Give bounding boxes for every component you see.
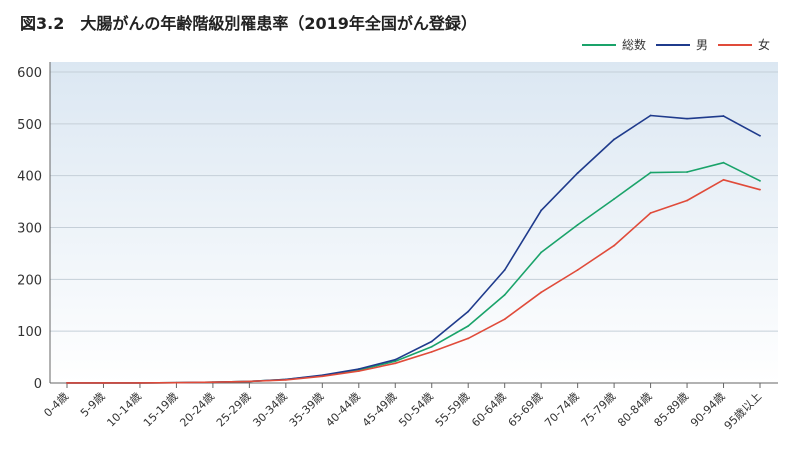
- x-tick-label: 70-74歳: [542, 390, 582, 430]
- x-tick-label: 65-69歳: [506, 390, 546, 430]
- data-point: [540, 251, 543, 254]
- data-point: [66, 382, 68, 384]
- data-point: [649, 212, 652, 214]
- y-axis: 0 100 200 300 400 500 600: [17, 62, 51, 392]
- x-tick-label: 25-29歳: [214, 390, 254, 430]
- data-point: [722, 178, 725, 181]
- data-point: [759, 188, 761, 191]
- data-point: [759, 179, 761, 182]
- data-point: [686, 199, 688, 202]
- data-point: [503, 293, 506, 296]
- data-point: [722, 161, 725, 164]
- x-tick-label: 45-49歳: [360, 390, 400, 430]
- gridlines: [50, 71, 778, 384]
- legend-label-female: 女: [757, 38, 770, 52]
- chart-title: 図3.2 大腸がんの年齢階級別罹患率（2019年全国がん登録）: [20, 14, 477, 33]
- y-tick-label: 500: [17, 118, 42, 133]
- x-tick-label: 80-84歳: [615, 390, 655, 430]
- data-point: [686, 117, 688, 120]
- data-point: [357, 368, 360, 370]
- x-tick-label: 85-89歳: [652, 390, 692, 430]
- legend-label-male: 男: [695, 38, 708, 52]
- y-tick-label: 400: [17, 170, 42, 185]
- data-point: [430, 345, 433, 348]
- x-tick-label: 20-24歳: [177, 390, 217, 430]
- data-point: [394, 360, 397, 363]
- data-point: [211, 381, 214, 384]
- x-tick-label: 15-19歳: [141, 390, 181, 430]
- data-point: [284, 378, 287, 381]
- y-tick-label: 300: [17, 222, 42, 237]
- x-tick-label: 75-79歳: [579, 390, 619, 430]
- data-point: [248, 380, 251, 383]
- x-tick-label: 0-4歳: [41, 390, 71, 420]
- x-axis: 0-4歳 5-9歳10-14歳15-19歳20-24歳25-29歳30-34歳35…: [41, 383, 764, 432]
- data-point: [139, 381, 141, 384]
- data-point: [649, 171, 652, 174]
- legend-swatch-male: [655, 43, 690, 46]
- data-point: [503, 269, 506, 271]
- data-point: [759, 134, 761, 137]
- x-tick-label: 50-54歳: [396, 390, 436, 430]
- data-point: [467, 337, 470, 340]
- data-point: [576, 269, 579, 271]
- data-point: [540, 291, 543, 294]
- x-tick-label: 30-34歳: [250, 390, 290, 430]
- data-point: [722, 115, 725, 117]
- legend-item-total: 総数: [581, 36, 646, 53]
- data-point: [576, 172, 579, 174]
- y-tick-label: 200: [17, 273, 42, 288]
- y-tick-label: 100: [17, 325, 42, 340]
- x-tick-label: 55-59歳: [433, 390, 473, 430]
- data-point: [540, 209, 543, 212]
- legend-label-total: 総数: [621, 38, 646, 52]
- data-point: [503, 318, 506, 321]
- data-point: [102, 382, 105, 384]
- x-tick-label: 60-64歳: [469, 390, 509, 430]
- data-point: [394, 358, 397, 361]
- legend-item-female: 女: [717, 36, 770, 53]
- y-tick-label: 0: [34, 377, 42, 392]
- legend-swatch-female: [717, 43, 752, 46]
- data-point: [613, 138, 616, 141]
- plot-area: [50, 62, 778, 383]
- x-tick-label: 5-9歳: [78, 390, 108, 420]
- series-lines: [66, 114, 761, 384]
- x-tick-label: 35-39歳: [287, 390, 327, 430]
- legend: 総数 男 女: [581, 36, 770, 53]
- data-point: [430, 340, 433, 343]
- x-tick-label: 95歳以上: [722, 390, 764, 432]
- x-tick-label: 10-14歳: [104, 390, 144, 430]
- data-point: [175, 381, 178, 384]
- data-point: [394, 362, 397, 365]
- data-point: [467, 325, 470, 327]
- data-point: [357, 370, 360, 372]
- series-line-2: [67, 179, 761, 384]
- data-point: [321, 375, 324, 378]
- data-point: [686, 171, 688, 173]
- data-point: [576, 224, 579, 226]
- data-point: [430, 351, 433, 353]
- data-point: [613, 198, 616, 200]
- legend-swatch-total: [581, 43, 616, 46]
- x-tick-label: 40-44歳: [323, 390, 363, 430]
- legend-item-male: 男: [655, 36, 708, 53]
- data-point: [467, 310, 470, 313]
- data-point: [649, 114, 652, 117]
- y-tick-label: 600: [17, 66, 42, 81]
- data-point: [613, 244, 616, 247]
